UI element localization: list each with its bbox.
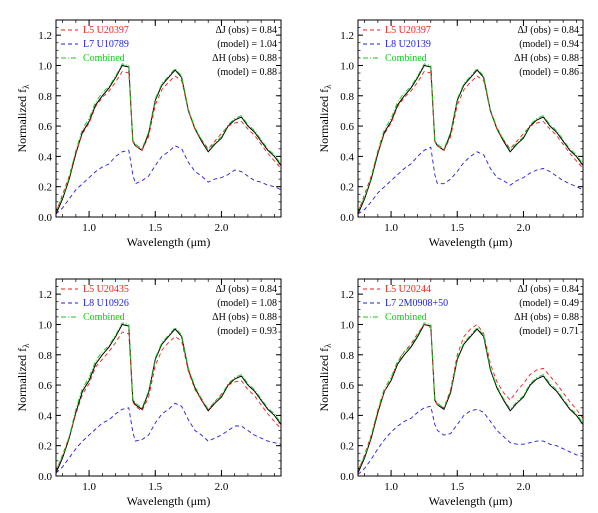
series-line-red bbox=[56, 331, 281, 472]
x-tick-label: 1.0 bbox=[384, 481, 398, 493]
legend-label: Combined bbox=[83, 53, 125, 64]
x-tick-label: 1.5 bbox=[450, 481, 464, 493]
stats-line: (model) = 1.04 bbox=[217, 39, 277, 50]
x-axis-label: Wavelength (μm) bbox=[429, 235, 513, 249]
panel-4: 0.0 0.2 0.4 0.6 0.8 1.0 1.2 1.0 1.5 2.0 Wavelength… bbox=[317, 278, 584, 508]
x-axis-label: Wavelength (μm) bbox=[429, 494, 513, 508]
y-tick-label: 0.6 bbox=[340, 380, 354, 392]
series-line-blue bbox=[56, 145, 281, 215]
y-tick-label: 0.4 bbox=[38, 410, 52, 422]
series-line-blue bbox=[358, 146, 583, 215]
stats-line: ΔH (obs) = 0.88 bbox=[212, 53, 277, 64]
x-tick-label: 1.5 bbox=[450, 222, 464, 234]
series-line-red bbox=[56, 70, 281, 213]
y-tick-label: 0.0 bbox=[38, 212, 52, 224]
legend-label: L8 U20139 bbox=[385, 39, 431, 50]
panel-1: 0.0 0.2 0.4 0.6 0.8 1.0 1.2 1.0 1.5 2.0 Wavelength… bbox=[15, 19, 282, 249]
series-line-green bbox=[56, 322, 281, 471]
y-tick-label: 0.2 bbox=[38, 441, 52, 453]
y-tick-label: 1.2 bbox=[38, 30, 52, 42]
series-line-green bbox=[358, 63, 583, 212]
x-tick-label: 2.0 bbox=[517, 481, 531, 493]
y-tick-label: 0.0 bbox=[38, 471, 52, 483]
stats-line: (model) = 0.49 bbox=[519, 298, 579, 309]
y-tick-label: 1.0 bbox=[38, 319, 52, 331]
y-axis-label: Normalized fλ bbox=[15, 343, 31, 412]
legend-label: Combined bbox=[385, 53, 427, 64]
y-tick-label: 0.8 bbox=[340, 350, 354, 362]
stats-line: ΔJ (obs) = 0.84 bbox=[517, 25, 579, 36]
legend-label: L5 U20397 bbox=[385, 25, 431, 36]
panel-2: 0.0 0.2 0.4 0.6 0.8 1.0 1.2 1.0 1.5 2.0 Wavelength… bbox=[317, 19, 584, 249]
stats-line: (model) = 0.71 bbox=[519, 326, 579, 337]
y-tick-label: 0.6 bbox=[38, 380, 52, 392]
y-tick-label: 0.6 bbox=[340, 121, 354, 133]
legend-label: L7 2M0908+50 bbox=[385, 298, 448, 309]
stats-line: (model) = 0.88 bbox=[217, 67, 277, 78]
y-tick-label: 1.0 bbox=[38, 60, 52, 72]
series-line-black bbox=[358, 64, 583, 215]
series-line-red bbox=[358, 323, 583, 472]
legend-label: L7 U10789 bbox=[83, 39, 129, 50]
legend-label: Combined bbox=[385, 312, 427, 323]
y-tick-label: 0.4 bbox=[38, 151, 52, 163]
series-line-black bbox=[358, 323, 583, 474]
stats-line: (model) = 0.93 bbox=[217, 326, 277, 337]
stats-line: (model) = 0.86 bbox=[519, 67, 579, 78]
y-tick-label: 0.0 bbox=[340, 471, 354, 483]
series-line-black bbox=[56, 323, 281, 474]
legend-label: L5 U20397 bbox=[83, 25, 129, 36]
stats-line: ΔJ (obs) = 0.84 bbox=[517, 284, 579, 295]
legend-label: L5 U20244 bbox=[385, 284, 431, 295]
panel-3: 0.0 0.2 0.4 0.6 0.8 1.0 1.2 1.0 1.5 2.0 Wavelength… bbox=[15, 278, 282, 508]
series-line-blue bbox=[56, 402, 281, 474]
legend-label: Combined bbox=[83, 312, 125, 323]
x-tick-label: 2.0 bbox=[517, 222, 531, 234]
y-tick-label: 1.2 bbox=[340, 30, 354, 42]
y-tick-label: 0.8 bbox=[38, 350, 52, 362]
x-axis-label: Wavelength (μm) bbox=[127, 494, 211, 508]
y-tick-label: 0.2 bbox=[38, 182, 52, 194]
legend-label: L5 U20435 bbox=[83, 284, 129, 295]
series-line-green bbox=[358, 322, 583, 471]
y-axis-label: Normalized fλ bbox=[317, 343, 333, 412]
stats-line: ΔJ (obs) = 0.84 bbox=[215, 284, 277, 295]
x-axis-label: Wavelength (μm) bbox=[127, 235, 211, 249]
y-tick-label: 1.0 bbox=[340, 60, 354, 72]
y-axis-label: Normalized fλ bbox=[15, 84, 31, 153]
stats-line: ΔH (obs) = 0.88 bbox=[514, 53, 579, 64]
y-tick-label: 0.4 bbox=[340, 410, 354, 422]
series-line-blue bbox=[358, 405, 583, 475]
stats-line: (model) = 0.94 bbox=[519, 39, 579, 50]
y-tick-label: 0.4 bbox=[340, 151, 354, 163]
stats-line: (model) = 1.08 bbox=[217, 298, 277, 309]
x-tick-label: 2.0 bbox=[215, 481, 229, 493]
series-line-black bbox=[56, 64, 281, 215]
y-tick-label: 0.0 bbox=[340, 212, 354, 224]
x-tick-label: 1.0 bbox=[82, 481, 96, 493]
y-tick-label: 0.6 bbox=[38, 121, 52, 133]
x-tick-label: 1.0 bbox=[384, 222, 398, 234]
y-tick-label: 0.8 bbox=[38, 91, 52, 103]
x-tick-label: 1.5 bbox=[148, 481, 162, 493]
x-tick-label: 2.0 bbox=[215, 222, 229, 234]
x-tick-label: 1.0 bbox=[82, 222, 96, 234]
y-tick-label: 0.2 bbox=[340, 182, 354, 194]
y-tick-label: 0.2 bbox=[340, 441, 354, 453]
y-tick-label: 1.0 bbox=[340, 319, 354, 331]
series-line-green bbox=[56, 63, 281, 212]
y-tick-label: 1.2 bbox=[340, 289, 354, 301]
x-tick-label: 1.5 bbox=[148, 222, 162, 234]
y-axis-label: Normalized fλ bbox=[317, 84, 333, 153]
legend-label: L8 U10926 bbox=[83, 298, 129, 309]
y-tick-label: 0.8 bbox=[340, 91, 354, 103]
stats-line: ΔH (obs) = 0.88 bbox=[514, 312, 579, 323]
y-tick-label: 1.2 bbox=[38, 289, 52, 301]
series-line-red bbox=[358, 70, 583, 213]
stats-line: ΔJ (obs) = 0.84 bbox=[215, 25, 277, 36]
stats-line: ΔH (obs) = 0.88 bbox=[212, 312, 277, 323]
